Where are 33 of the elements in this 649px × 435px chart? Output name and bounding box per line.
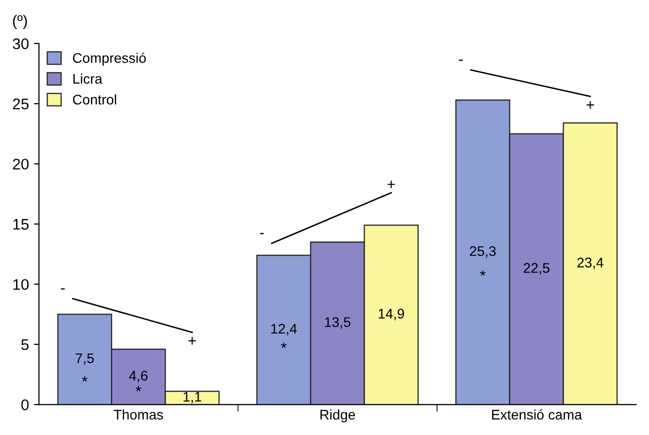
y-tick-label: 30 — [12, 38, 29, 50]
annotation: + — [586, 101, 594, 109]
data-label: 7,5 — [76, 353, 94, 365]
legend-label: Control — [72, 94, 116, 105]
annotation: * — [480, 270, 486, 276]
data-label: 1,1 — [184, 392, 202, 404]
y-tick-label: 25 — [12, 98, 29, 110]
annotation: * — [281, 342, 286, 348]
data-label: 23,4 — [577, 258, 604, 270]
x-tick-label: Ridge — [320, 409, 356, 422]
annotation: * — [82, 376, 88, 382]
annotation: + — [388, 180, 395, 188]
y-tick-label: 0 — [21, 399, 29, 410]
legend-label: Compressió — [72, 52, 146, 66]
data-label: 22,5 — [524, 263, 550, 275]
x-tick-label: Extensió cama — [492, 409, 582, 420]
y-tick-label: 20 — [12, 158, 29, 170]
annotation: - — [60, 288, 65, 290]
data-label: 14,9 — [378, 308, 404, 320]
x-tick-label: Thomas — [114, 409, 164, 420]
legend-label: Licra — [73, 74, 102, 84]
annotation: - — [459, 60, 463, 61]
data-label: 4,6 — [129, 370, 148, 382]
annotation: - — [260, 232, 264, 234]
y-axis-title: (º) — [13, 14, 27, 30]
annotation: * — [136, 386, 142, 392]
annotation: + — [188, 337, 196, 345]
y-tick-label: 10 — [13, 279, 29, 290]
data-label: 12,4 — [271, 324, 297, 336]
y-tick-label: 15 — [13, 219, 29, 230]
y-tick-label: 5 — [21, 339, 29, 350]
data-label: 25,3 — [470, 246, 496, 258]
data-label: 13,5 — [325, 317, 350, 329]
